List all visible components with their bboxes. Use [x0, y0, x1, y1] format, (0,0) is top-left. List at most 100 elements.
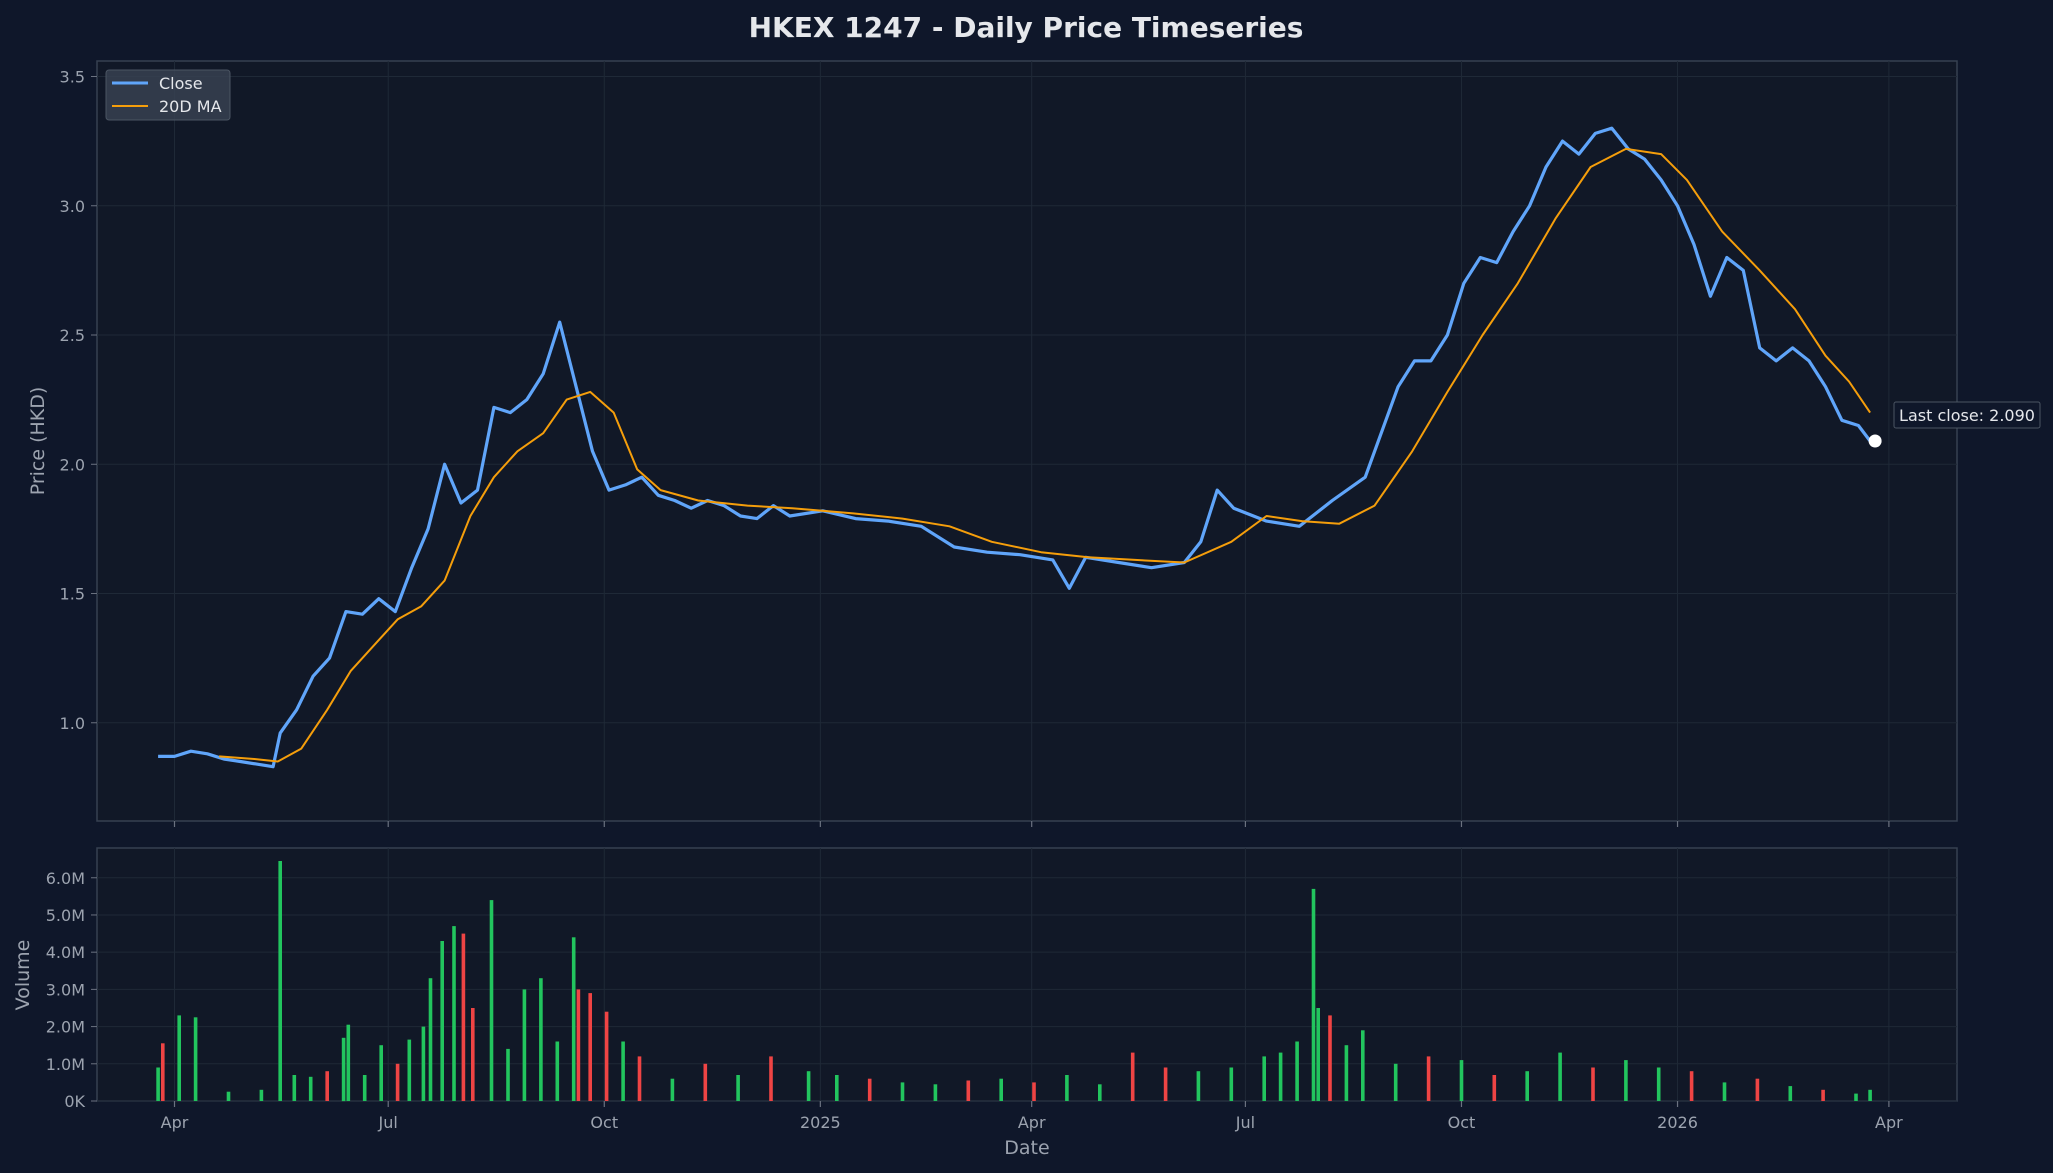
volume-panel: [96, 847, 1958, 1102]
volume-bar: [428, 978, 433, 1101]
volume-bar: [1426, 1056, 1431, 1101]
price-panel: [96, 60, 1958, 822]
volume-bar: [1722, 1082, 1727, 1101]
volume-bar: [379, 1045, 383, 1101]
volume-bars: [156, 861, 1872, 1102]
volume-y-tick-label: 3.0M: [46, 980, 85, 999]
volume-bar: [966, 1080, 971, 1101]
volume-bar: [867, 1078, 872, 1101]
volume-bar: [576, 989, 581, 1101]
volume-bar: [452, 926, 456, 1101]
volume-bar: [1032, 1082, 1036, 1101]
volume-bar: [571, 937, 576, 1101]
volume-bar: [1344, 1045, 1349, 1101]
volume-bar: [259, 1089, 264, 1101]
price-x-ticks: [173, 821, 1890, 827]
volume-bar: [278, 861, 282, 1101]
price-y-tick-label: 3.0: [60, 197, 85, 216]
volume-y-tick-label: 4.0M: [46, 943, 85, 962]
price-y-tick-label: 2.5: [60, 326, 85, 345]
volume-bar: [1316, 1008, 1320, 1101]
volume-bar: [933, 1084, 938, 1101]
volume-bar: [489, 900, 494, 1101]
volume-bar: [1098, 1084, 1102, 1101]
x-tick-label: 2025: [800, 1113, 841, 1132]
volume-bar: [156, 1067, 160, 1101]
price-grid: [97, 61, 1957, 821]
volume-bar: [1525, 1071, 1529, 1101]
volume-bar: [1278, 1052, 1283, 1101]
volume-bar: [999, 1078, 1003, 1101]
price-series: [158, 126, 1872, 769]
price-y-tick-label: 3.5: [60, 68, 85, 87]
volume-bar: [1361, 1030, 1365, 1101]
x-tick-label: Apr: [1875, 1113, 1903, 1132]
volume-y-ticks: 0K 1.0M 2.0M 3.0M 4.0M 5.0M 6.0M: [46, 869, 97, 1111]
volume-bar: [1196, 1071, 1201, 1101]
volume-bar: [177, 1015, 181, 1101]
volume-bar: [1656, 1067, 1661, 1101]
volume-bar: [1459, 1060, 1464, 1101]
volume-y-tick-label: 5.0M: [46, 906, 85, 925]
volume-y-tick-label: 0K: [64, 1092, 85, 1111]
volume-bar: [1689, 1071, 1694, 1101]
volume-bar: [703, 1063, 708, 1101]
moving-average-line: [219, 147, 1871, 763]
x-tick-label: Jul: [1235, 1113, 1255, 1132]
volume-bar: [769, 1056, 773, 1101]
volume-bar: [900, 1082, 905, 1101]
volume-bar: [440, 941, 444, 1101]
volume-bar: [1130, 1052, 1135, 1101]
volume-bar: [1328, 1015, 1332, 1101]
volume-bar: [539, 978, 543, 1101]
price-y-label: Price (HKD): [27, 387, 49, 496]
x-tick-label: Apr: [1018, 1113, 1046, 1132]
x-tick-label: Jul: [378, 1113, 398, 1132]
legend: Close 20D MA: [105, 69, 231, 121]
volume-bar: [506, 1048, 510, 1101]
volume-bar: [461, 933, 466, 1101]
volume-bar: [346, 1024, 351, 1101]
volume-bar: [637, 1056, 642, 1101]
volume-bar: [1624, 1060, 1628, 1101]
price-y-tick-label: 2.0: [60, 455, 85, 474]
x-tick-label: Apr: [161, 1113, 189, 1132]
volume-bar: [1163, 1067, 1168, 1101]
volume-bar: [325, 1071, 329, 1101]
volume-bar: [1311, 888, 1316, 1101]
last-close-annotation: Last close: 2.090: [1868, 401, 2041, 448]
x-tick-label: 2026: [1657, 1113, 1698, 1132]
volume-y-tick-label: 2.0M: [46, 1018, 85, 1037]
volume-bar: [1295, 1041, 1299, 1101]
volume-bar: [1065, 1075, 1069, 1101]
volume-bar: [471, 1008, 475, 1101]
volume-bar: [736, 1075, 740, 1101]
volume-bar: [308, 1076, 313, 1101]
last-close-marker: [1868, 434, 1882, 448]
volume-bar: [555, 1041, 560, 1101]
volume-y-tick-label: 1.0M: [46, 1055, 85, 1074]
volume-bar: [670, 1078, 675, 1101]
volume-bar: [362, 1075, 367, 1101]
volume-bar: [1788, 1086, 1793, 1101]
x-axis-label: Date: [1004, 1137, 1049, 1159]
volume-bar: [292, 1075, 297, 1101]
legend-close-label: Close: [159, 74, 203, 93]
volume-bar: [1558, 1052, 1562, 1101]
volume-bar: [421, 1026, 426, 1101]
legend-ma-label: 20D MA: [159, 97, 222, 116]
volume-bar: [621, 1041, 625, 1101]
last-close-label: Last close: 2.090: [1899, 406, 2035, 425]
volume-x-ticks: Apr Jul Oct 2025 Apr Jul Oct 2026 Apr: [161, 1101, 1903, 1132]
volume-grid: [97, 848, 1957, 1102]
volume-bar: [1393, 1063, 1398, 1101]
last-close-label-box: [1893, 401, 2041, 429]
volume-bar: [522, 989, 527, 1101]
volume-bar: [161, 1043, 165, 1101]
price-y-ticks: 1.0 1.5 2.0 2.5 3.0 3.5: [60, 68, 97, 733]
price-y-tick-label: 1.0: [60, 714, 85, 733]
volume-bar: [1854, 1093, 1858, 1101]
volume-bar: [1492, 1075, 1497, 1101]
